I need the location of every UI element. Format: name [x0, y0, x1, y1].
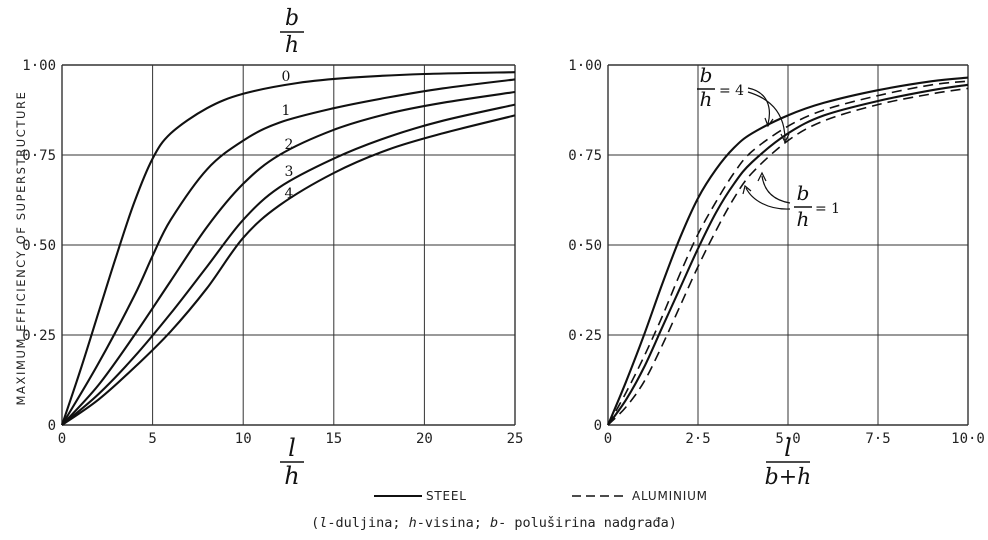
- caption-l-text: -duljina;: [327, 515, 408, 531]
- annotation-1-value: = 1: [815, 201, 840, 217]
- curve-parameter-numerator: b: [285, 6, 299, 31]
- right-x-tick-label: 2·5: [685, 431, 710, 447]
- caption-h-text: -visina;: [417, 515, 490, 531]
- annotation-1-numerator: b: [797, 181, 810, 205]
- left-series-label: 0: [282, 69, 291, 85]
- annotation-b-over-h-1: b h = 1: [743, 173, 840, 231]
- right-x-tick-label: 7·5: [865, 431, 890, 447]
- right-y-tick-label: 1·00: [568, 58, 602, 74]
- left-x-axis-denominator: h: [284, 462, 299, 490]
- annotation-4-value: = 4: [719, 83, 744, 99]
- left-series-label: 2: [285, 137, 294, 153]
- left-y-tick-label: 0: [48, 418, 56, 434]
- right-x-axis-label: l b+h: [765, 434, 812, 490]
- annotation-b-over-h-4: b h = 4: [697, 63, 789, 142]
- right-grid: [608, 65, 968, 425]
- left-x-tick-label: 5: [148, 431, 156, 447]
- left-x-tick-label: 20: [416, 431, 433, 447]
- right-y-tick-labels: 0 0·25 0·50 0·75 1·00: [568, 58, 602, 434]
- right-x-tick-label: 0: [604, 431, 612, 447]
- left-series-line: [62, 115, 515, 425]
- left-x-axis-numerator: l: [288, 434, 296, 462]
- annotation-4-denominator: h: [700, 87, 713, 111]
- annotation-4-numerator: b: [700, 63, 713, 87]
- annotation-1-leader: [762, 176, 790, 203]
- left-x-tick-label: 25: [507, 431, 524, 447]
- left-x-tick-label: 15: [325, 431, 342, 447]
- caption-open: (: [311, 515, 319, 531]
- annotation-1-denominator: h: [797, 207, 810, 231]
- legend: STEEL ALUMINIUM: [374, 489, 708, 503]
- right-y-tick-label: 0·75: [568, 148, 602, 164]
- right-y-tick-label: 0·25: [568, 328, 602, 344]
- right-y-tick-label: 0: [594, 418, 602, 434]
- curve-parameter-label: b h: [280, 6, 304, 58]
- left-y-axis-label: MAXIMUM EFFICIENCY OF SUPERSTRUCTURE: [14, 91, 28, 406]
- left-series-label: 3: [285, 164, 294, 180]
- caption-h: h: [409, 515, 417, 531]
- left-series-label: 1: [282, 103, 291, 119]
- left-y-tick-label: 1·00: [22, 58, 56, 74]
- left-series: [62, 72, 515, 425]
- right-y-tick-label: 0·50: [568, 238, 602, 254]
- caption: (l-duljina; h-visina; b- poluširina nadg…: [0, 515, 988, 531]
- right-x-axis-denominator: b+h: [765, 465, 812, 490]
- right-x-axis-numerator: l: [784, 434, 792, 462]
- curve-parameter-denominator: h: [285, 33, 299, 58]
- legend-aluminium-label: ALUMINIUM: [632, 489, 708, 503]
- caption-b-text: - poluširina nadgrađa): [498, 515, 677, 531]
- left-x-tick-label: 0: [58, 431, 66, 447]
- right-x-tick-labels: 0 2·5 5·0 7·5 10·0: [604, 431, 985, 447]
- legend-steel-label: STEEL: [426, 489, 467, 503]
- left-series-label: 4: [285, 186, 294, 202]
- left-x-axis-label: l h: [280, 434, 304, 490]
- right-x-tick-label: 10·0: [951, 431, 985, 447]
- left-x-tick-label: 10: [235, 431, 252, 447]
- chart-right: 0 2·5 5·0 7·5 10·0 00·250·500·751·00 b h = 4…: [568, 58, 985, 490]
- caption-b: b: [490, 515, 498, 531]
